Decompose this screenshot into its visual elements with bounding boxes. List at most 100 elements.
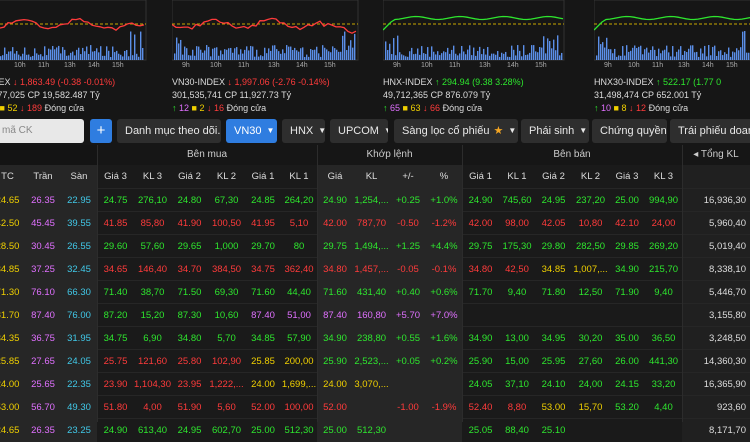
unchanged-count: 52 <box>7 103 18 113</box>
column-header[interactable]: TC <box>0 165 25 188</box>
chevron-down-icon: ▼ <box>508 126 517 135</box>
chart-time-tick: 9h <box>604 62 612 69</box>
watchlist-dropdown[interactable]: Danh mục theo dõi... <box>117 119 221 143</box>
table-cell: 31.95 <box>61 327 97 350</box>
stock-filter-button[interactable]: Sàng lọc cổ phiếu ★ ▼ <box>394 119 518 143</box>
column-header[interactable]: Giá 1 <box>245 165 281 188</box>
index-chart[interactable]: 9h 10h 11h 13h 14h 15h HNX-INDEX ↑ 294.94 (9.3… <box>383 0 578 117</box>
table-cell: -1.00 <box>390 396 426 419</box>
tab-covered-warrants[interactable]: Chứng quyền <box>592 119 667 143</box>
table-cell: 24.00 <box>245 373 281 396</box>
table-cell: 5,960,40 <box>682 212 750 235</box>
table-cell: +1.6% <box>426 327 462 350</box>
table-row[interactable]: 28.5030.4526.5529.6057,6029.651,00029.70… <box>0 234 750 258</box>
column-header[interactable]: KL 1 <box>281 165 317 188</box>
column-header[interactable]: KL 1 <box>499 165 535 188</box>
table-cell: 36,50 <box>645 327 682 350</box>
column-header[interactable]: Sàn <box>61 165 97 188</box>
table-cell: 160,80 <box>353 304 390 327</box>
index-name: HNX30-INDEX <box>594 77 654 87</box>
table-row[interactable]: 42.5045.4539.5541.8585,8041.90100,5041.9… <box>0 211 750 235</box>
table-cell: 6,90 <box>134 327 171 350</box>
table-cell: 384,50 <box>208 258 245 281</box>
column-header[interactable]: Giá 3 <box>97 165 134 188</box>
table-cell: 51,00 <box>281 304 317 327</box>
column-header[interactable]: KL 3 <box>645 165 682 188</box>
table-row[interactable]: 24.0025.6522.3523.901,104,3023.951,222,.… <box>0 372 750 396</box>
chart-time-tick: 10h <box>421 62 433 69</box>
table-cell <box>426 419 462 442</box>
chart-time-tick: 9h <box>182 62 190 69</box>
column-header[interactable]: KL 2 <box>572 165 609 188</box>
index-value: 652.001 Tỷ <box>656 90 702 100</box>
table-cell <box>572 304 609 327</box>
table-row[interactable]: 53.0056.7049.3051.804,0051.905,6052.0010… <box>0 395 750 419</box>
table-cell: 1,007,... <box>572 258 609 281</box>
column-header[interactable]: KL 3 <box>134 165 171 188</box>
table-cell: 34.85 <box>245 327 281 350</box>
table-row[interactable]: 71.3076.1066.3071.4038,7071.5069,3071.60… <box>0 280 750 304</box>
table-row[interactable]: 25.8527.6524.0525.75121,6025.80102,9025.… <box>0 349 750 373</box>
up-arrow-icon: ↑ <box>172 103 177 113</box>
tab-corporate-bonds[interactable]: Trái phiếu doanh <box>670 119 750 143</box>
index-chart[interactable]: 9h 10h 11h 13h 14h 15h HNX30-INDEX ↑ 522.17 (1… <box>594 0 750 117</box>
table-cell: 37.25 <box>25 258 61 281</box>
add-button[interactable]: + <box>90 119 112 143</box>
table-cell: 53.20 <box>609 396 645 419</box>
column-header[interactable]: KL <box>353 165 390 188</box>
cp-label: CP <box>224 90 237 100</box>
unchanged-count: 8 <box>621 103 627 113</box>
table-cell: 441,30 <box>645 350 682 373</box>
column-header[interactable]: Giá <box>317 165 353 188</box>
direction-arrow-icon: ↑ <box>435 77 440 87</box>
column-header[interactable]: Trần <box>25 165 61 188</box>
table-cell: 24.65 <box>0 419 25 442</box>
tab-upcom[interactable]: UPCOM ▼ <box>330 119 388 143</box>
cp-label: CP <box>641 90 654 100</box>
table-cell: 121,60 <box>134 350 171 373</box>
tab-hnx[interactable]: HNX ▼ <box>282 119 325 143</box>
search-input[interactable]: mã CK <box>0 119 84 143</box>
tab-derivatives[interactable]: Phái sinh ▼ <box>521 119 589 143</box>
table-row[interactable]: 34.8537.2532.4534.65146,4034.70384,5034.… <box>0 257 750 281</box>
table-cell: 25.10 <box>535 419 572 442</box>
table-cell: +0.05 <box>390 350 426 373</box>
column-header[interactable] <box>682 165 750 188</box>
table-row[interactable]: 24.6526.3522.9524.75276,1024.8067,3024.8… <box>0 188 750 212</box>
chart-time-tick: 10h <box>14 62 26 69</box>
group-header-total-volume[interactable]: ◂ Tổng KL <box>682 145 750 165</box>
square-icon: ■ <box>402 103 408 113</box>
table-cell: 25.65 <box>25 373 61 396</box>
tab-vn30[interactable]: VN30 ▼ <box>226 119 277 143</box>
column-header[interactable]: +/- <box>390 165 426 188</box>
table-cell: 42.00 <box>462 212 499 235</box>
column-header[interactable]: % <box>426 165 462 188</box>
table-cell: 71.90 <box>609 281 645 304</box>
table-cell: 4,00 <box>134 396 171 419</box>
column-header[interactable]: Giá 1 <box>462 165 499 188</box>
direction-arrow-icon: ↓ <box>13 77 18 87</box>
table-cell: 80 <box>281 235 317 258</box>
column-header[interactable]: Giá 3 <box>609 165 645 188</box>
table-cell: 1,254,... <box>353 189 390 212</box>
table-cell: 24.90 <box>97 419 134 442</box>
table-cell: 53.00 <box>535 396 572 419</box>
table-row[interactable]: 34.3536.7531.9534.756,9034.805,7034.8557… <box>0 326 750 350</box>
table-cell: 26.55 <box>61 235 97 258</box>
index-chart[interactable]: 9h 10h 11h 13h 14h 15h VN30-INDEX ↓ 1,997.06 (… <box>172 0 372 117</box>
table-cell: 24.75 <box>97 189 134 212</box>
advancers-count: 65 <box>390 103 401 113</box>
table-cell: +4.4% <box>426 235 462 258</box>
column-header[interactable]: Giá 2 <box>171 165 208 188</box>
unchanged-count: 2 <box>199 103 205 113</box>
table-cell: 27,60 <box>572 350 609 373</box>
column-header[interactable]: KL 2 <box>208 165 245 188</box>
table-cell: 25.80 <box>171 350 208 373</box>
chart-time-tick: 11h <box>449 62 461 69</box>
table-cell: 237,20 <box>572 189 609 212</box>
table-cell <box>535 304 572 327</box>
column-header[interactable]: Giá 2 <box>535 165 572 188</box>
table-row[interactable]: 81.7087.4076.0087.2015,2087.3010,6087.40… <box>0 303 750 327</box>
advancers-count: 12 <box>179 103 190 113</box>
